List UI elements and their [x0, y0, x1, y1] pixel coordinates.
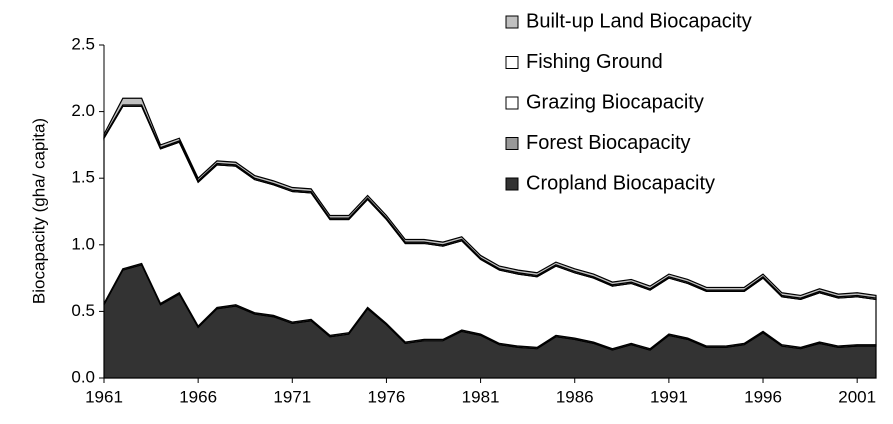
y-tick-label: 1.0 — [71, 234, 95, 253]
x-tick-label: 1976 — [368, 387, 406, 406]
legend-swatch — [505, 56, 519, 69]
y-tick-label: 0.5 — [71, 301, 95, 320]
x-tick-label: 1991 — [650, 387, 688, 406]
y-tick-label: 2.0 — [71, 101, 95, 120]
y-axis-label: Biocapacity (gha/ capita) — [29, 118, 48, 304]
x-tick-label: 1966 — [179, 387, 217, 406]
legend-swatch — [505, 15, 519, 29]
x-tick-label: 1961 — [85, 387, 123, 406]
y-tick-label: 1.5 — [71, 168, 95, 187]
x-tick-label: 2001 — [838, 387, 876, 406]
x-tick-label: 1971 — [273, 387, 311, 406]
x-tick-label: 1986 — [556, 387, 594, 406]
legend-swatch — [505, 137, 519, 150]
legend-label: Fishing Ground — [526, 51, 663, 73]
legend-label: Forest Biocapacity — [526, 132, 691, 154]
area — [103, 97, 877, 299]
legend-label: Cropland Biocapacity — [526, 172, 715, 194]
legend-swatch — [505, 96, 519, 110]
x-tick-label: 1981 — [462, 387, 500, 406]
legend-label: Grazing Biocapacity — [526, 91, 704, 113]
y-tick-label: 2.5 — [71, 34, 95, 53]
x-tick-label: 1996 — [744, 387, 782, 406]
legend-swatch — [505, 177, 519, 191]
legend-label: Built-up Land Biocapacity — [526, 10, 752, 32]
y-tick-label: 0.0 — [71, 367, 95, 386]
